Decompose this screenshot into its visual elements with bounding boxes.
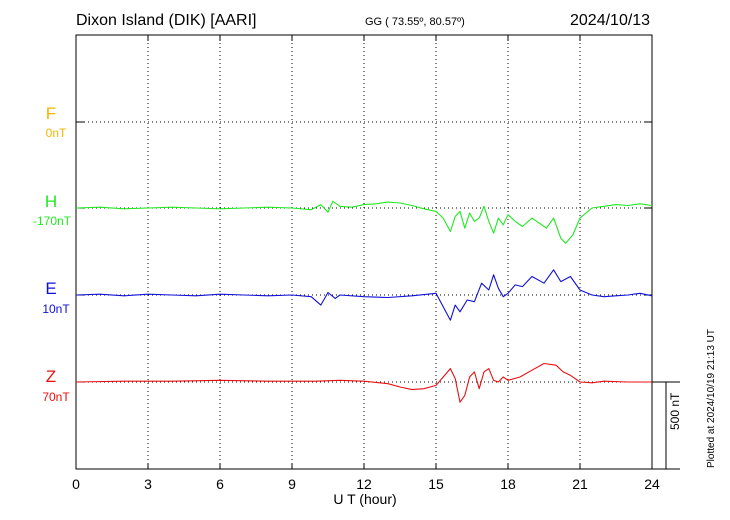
series-label-h: H bbox=[44, 192, 58, 211]
x-tick-label: 9 bbox=[288, 476, 296, 492]
x-tick-label: 15 bbox=[428, 476, 444, 492]
x-tick-label: 12 bbox=[356, 476, 372, 492]
x-tick-label: 18 bbox=[500, 476, 516, 492]
x-tick-label: 6 bbox=[216, 476, 224, 492]
series-line-e bbox=[75, 269, 653, 321]
series-label-e: E bbox=[45, 279, 57, 298]
x-axis-label: U T (hour) bbox=[333, 491, 397, 507]
offset-label-e: 10nT bbox=[42, 302, 70, 316]
scale-bar-label: 500 nT bbox=[668, 392, 682, 430]
geographic-coordinates: GG ( 73.55º, 80.57º) bbox=[365, 16, 465, 28]
station-title: Dixon Island (DIK) [AARI] bbox=[76, 12, 257, 29]
x-tick-label: 21 bbox=[572, 476, 588, 492]
x-tick-label: 3 bbox=[144, 476, 152, 492]
series-line-h bbox=[75, 200, 653, 244]
x-tick-label: 24 bbox=[644, 476, 660, 492]
series-label-f: F bbox=[45, 104, 57, 123]
series-label-z: Z bbox=[45, 367, 57, 386]
plotted-timestamp: Plotted at 2024/10/19 21:13 UT bbox=[706, 329, 717, 468]
offset-label-f: 0nT bbox=[45, 126, 67, 140]
date-label: 2024/10/13 bbox=[570, 12, 651, 29]
offset-label-h: -170nT bbox=[32, 214, 72, 228]
offset-label-z: 70nT bbox=[42, 390, 70, 404]
series-line-z bbox=[75, 362, 652, 403]
x-tick-label: 0 bbox=[72, 476, 80, 492]
